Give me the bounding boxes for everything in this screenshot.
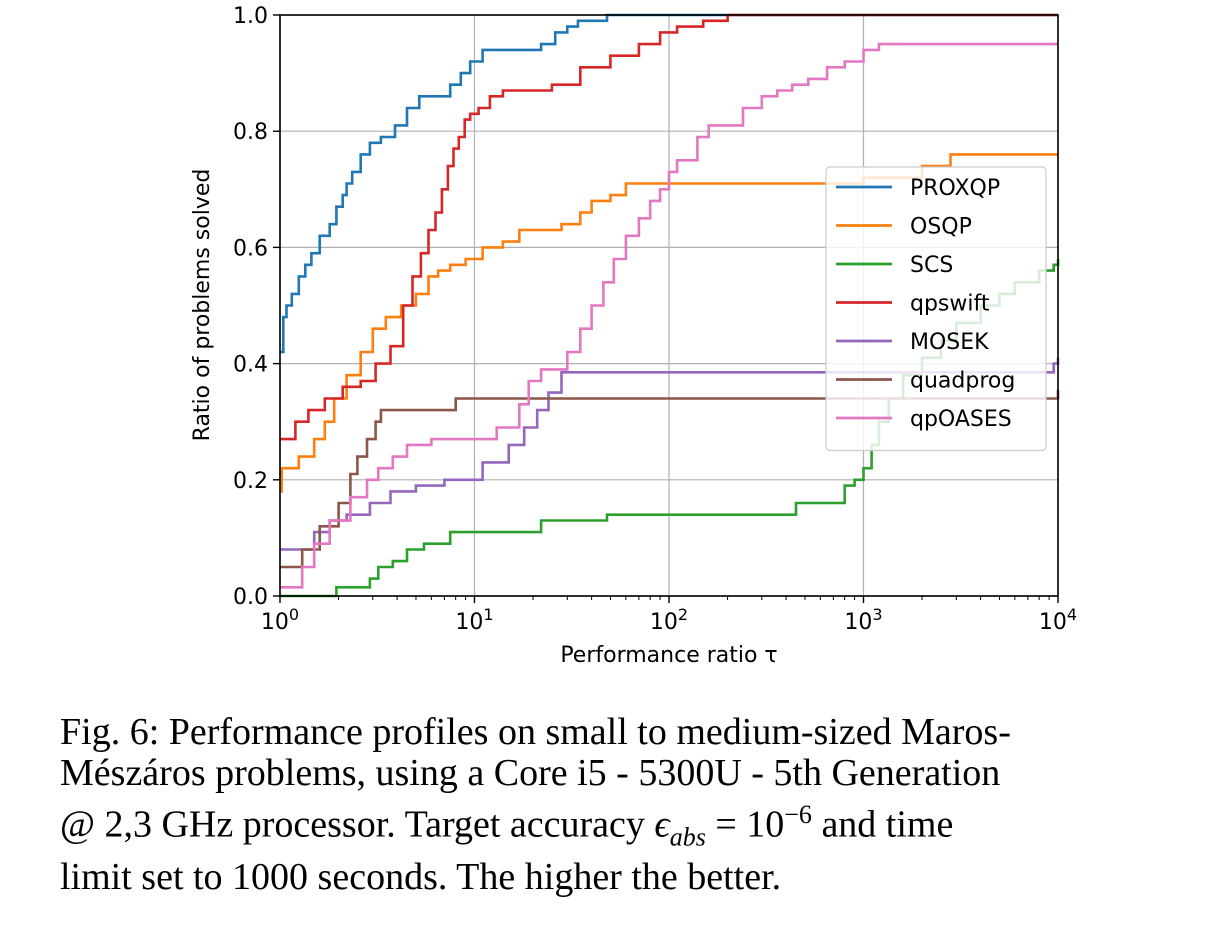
series-line-proxqp bbox=[280, 13, 1058, 354]
equals-ten: = 10 bbox=[705, 803, 785, 846]
legend-label: OSQP bbox=[910, 215, 972, 240]
legend: PROXQP OSQP SCS qpswift MOSEK quadprog qpOASES bbox=[825, 166, 1047, 452]
x-axis-label: Performance ratio τ bbox=[560, 643, 777, 668]
axis-ticks: 0.0 0.2 0.4 0.6 0.8 1.0 100 101 102 103 104 bbox=[233, 4, 1077, 635]
caption-line-2: Mészáros problems, using a Core i5 - 530… bbox=[60, 752, 1001, 794]
x-tick-label: 101 bbox=[455, 605, 493, 635]
y-tick-label: 0.2 bbox=[233, 469, 268, 494]
caption-line-1: Fig. 6: Performance profiles on small to… bbox=[60, 711, 1011, 753]
legend-label: qpswift bbox=[910, 292, 990, 317]
caption-line-3-text: @ 2,3 GHz processor. Target accuracy bbox=[60, 803, 655, 846]
series-line-osqp bbox=[280, 153, 1058, 493]
x-tick-label: 102 bbox=[650, 605, 688, 635]
x-tick-label: 103 bbox=[844, 605, 882, 635]
x-tick-label: 104 bbox=[1039, 605, 1077, 635]
y-axis-label: Ratio of problems solved bbox=[190, 169, 215, 442]
caption-line-4: limit set to 1000 seconds. The higher th… bbox=[60, 856, 782, 899]
legend-label: MOSEK bbox=[910, 330, 989, 355]
epsilon-symbol: ϵ bbox=[654, 803, 670, 846]
series-line-qpoases bbox=[280, 42, 1058, 589]
y-tick-label: 0.4 bbox=[233, 353, 268, 378]
caption-line-3: @ 2,3 GHz processor. Target accuracy ϵab… bbox=[60, 794, 1215, 857]
figure-caption: Fig. 6: Performance profiles on small to… bbox=[60, 712, 1215, 898]
y-tick-label: 0.8 bbox=[233, 120, 268, 145]
epsilon-subscript: abs bbox=[669, 822, 706, 852]
performance-profile-chart: 0.0 0.2 0.4 0.6 0.8 1.0 100 101 102 103 104 Perfor… bbox=[190, 4, 1077, 668]
legend-label: SCS bbox=[910, 253, 953, 278]
series-line-quadprog bbox=[280, 389, 1060, 569]
series-line-qpswift bbox=[280, 13, 1058, 441]
legend-label: PROXQP bbox=[910, 176, 1000, 201]
x-tick-label: 100 bbox=[261, 605, 299, 635]
y-tick-label: 0.6 bbox=[233, 236, 268, 261]
legend-label: quadprog bbox=[910, 369, 1015, 394]
y-tick-label: 1.0 bbox=[233, 4, 268, 29]
caption-line-3-tail: and time bbox=[811, 803, 954, 846]
exponent: −6 bbox=[784, 800, 812, 829]
legend-label: qpOASES bbox=[910, 407, 1012, 432]
y-tick-label: 0.0 bbox=[233, 585, 268, 610]
